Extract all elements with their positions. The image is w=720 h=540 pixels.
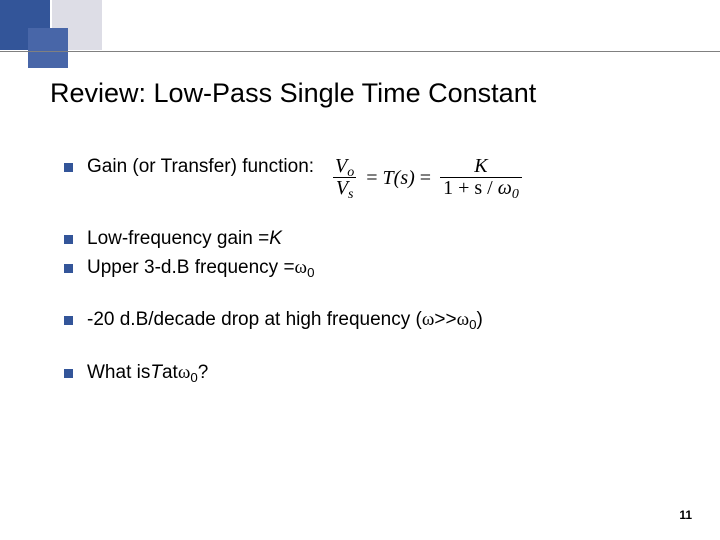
slide-header-decoration [0,0,720,52]
bullet-text: Gain (or Transfer) function: Vo Vs = T(s… [87,155,526,199]
bullet-5: What is T at ω0? [64,361,664,386]
bullet-icon [64,163,73,172]
bullet-1: Gain (or Transfer) function: Vo Vs = T(s… [64,155,664,199]
bullet-icon [64,264,73,273]
bullet-icon [64,235,73,244]
slide-title: Review: Low-Pass Single Time Constant [50,78,536,109]
page-number: 11 [679,508,692,522]
slide-body: Gain (or Transfer) function: Vo Vs = T(s… [64,155,664,386]
bullet-text: Low-frequency gain = K [87,227,282,252]
bullet-2: Low-frequency gain = K [64,227,664,252]
bullet-text: What is T at ω0? [87,361,208,386]
transfer-function-equation: Vo Vs = T(s) = K 1 + s / ω0 [328,156,526,199]
header-divider [0,51,720,52]
bullet-icon [64,369,73,378]
bullet-text: -20 d.B/decade drop at high frequency (ω… [87,308,483,333]
bullet-text: Upper 3-d.B frequency = ω0 [87,256,314,281]
bullet-1-label: Gain (or Transfer) function: [87,155,314,180]
bullet-icon [64,316,73,325]
bullet-3: Upper 3-d.B frequency = ω0 [64,256,664,281]
header-square-overlay [28,28,68,68]
bullet-4: -20 d.B/decade drop at high frequency (ω… [64,308,664,333]
